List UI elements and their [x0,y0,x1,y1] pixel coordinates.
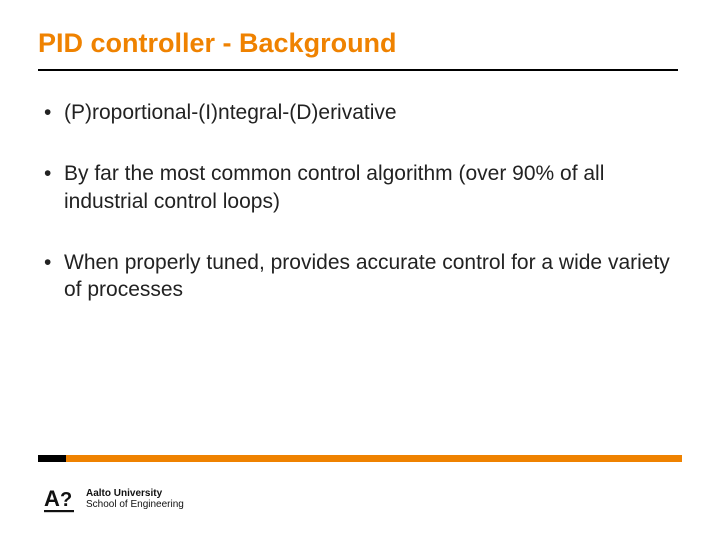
footer-accent-bar [38,455,682,462]
logo-school-name: School of Engineering [86,499,184,511]
svg-text:A: A [44,486,60,511]
footer-bar-orange-segment [66,455,682,462]
footer-logo: A ? Aalto University School of Engineeri… [44,482,184,516]
list-item: (P)roportional-(I)ntegral-(D)erivative [38,99,682,126]
list-item: By far the most common control algorithm… [38,160,682,215]
footer-logo-text: Aalto University School of Engineering [86,488,184,511]
logo-university-name: Aalto University [86,488,184,500]
aalto-logo-icon: A ? [44,482,78,516]
footer-bar-black-segment [38,455,66,462]
list-item: When properly tuned, provides accurate c… [38,249,682,304]
title-underline [38,69,678,71]
slide-title: PID controller - Background [38,28,682,59]
svg-text:?: ? [60,489,72,511]
slide: PID controller - Background (P)roportion… [0,0,720,540]
bullet-list: (P)roportional-(I)ntegral-(D)erivative B… [38,99,682,303]
